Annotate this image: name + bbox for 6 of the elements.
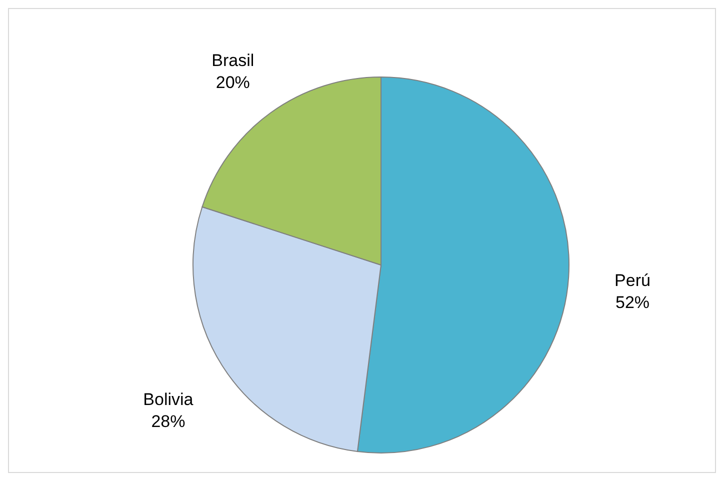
slice-label: Brasil (212, 51, 254, 70)
data-label: 52% (615, 292, 650, 312)
slice-label: Perú (614, 270, 650, 290)
slice-label: Bolivia (143, 390, 194, 410)
data-label: 20% (216, 73, 250, 92)
data-label: 28% (151, 412, 186, 432)
